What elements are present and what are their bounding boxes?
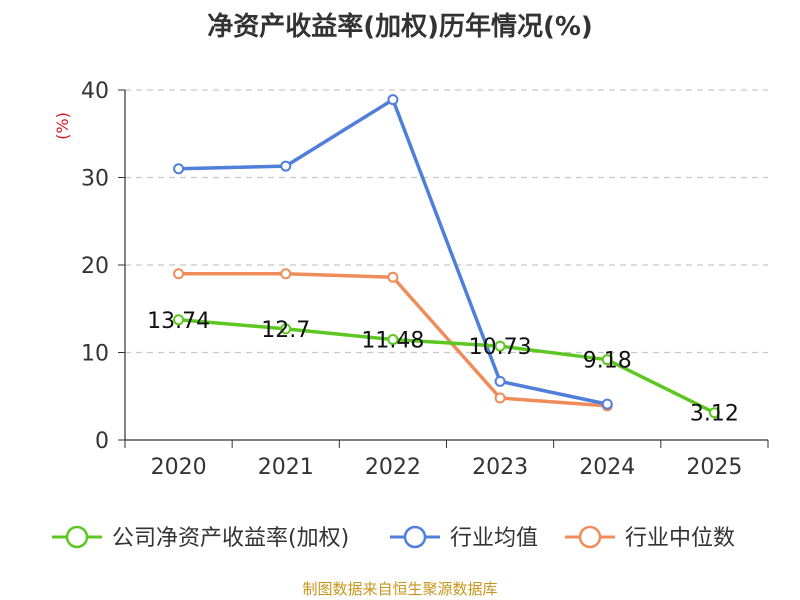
data-point[interactable]: [387, 334, 399, 346]
data-point[interactable]: [387, 271, 399, 283]
data-point[interactable]: [280, 268, 292, 280]
data-point[interactable]: [494, 375, 506, 387]
data-point[interactable]: [494, 340, 506, 352]
data-point[interactable]: [280, 323, 292, 335]
y-tick-label: 30: [81, 167, 109, 192]
data-label: 10.73: [469, 335, 532, 360]
legend-marker: [578, 525, 602, 549]
x-tick-label: 2024: [579, 455, 635, 480]
y-tick-label: 40: [81, 79, 109, 104]
series-line: [178, 318, 716, 415]
data-label: 12.7: [261, 318, 310, 343]
x-tick-label: 2020: [151, 455, 207, 480]
y-tick-label: 20: [81, 254, 109, 279]
legend-label[interactable]: 行业中位数: [625, 526, 735, 551]
data-source: 制图数据来自恒生聚源数据库: [302, 580, 498, 598]
data-point[interactable]: [601, 354, 613, 366]
data-point[interactable]: [708, 407, 720, 419]
data-point[interactable]: [173, 163, 185, 175]
series-line: [178, 97, 608, 406]
chart-title: 净资产收益率(加权)历年情况(%): [207, 12, 593, 42]
data-point[interactable]: [173, 314, 185, 326]
data-point[interactable]: [387, 94, 399, 106]
x-tick-label: 2025: [686, 455, 742, 480]
data-label: 13.74: [147, 309, 210, 334]
x-tick-label: 2023: [472, 455, 528, 480]
x-tick-label: 2022: [365, 455, 421, 480]
y-tick-label: 0: [95, 429, 109, 454]
data-point[interactable]: [173, 268, 185, 280]
legend-label[interactable]: 行业均值: [450, 526, 538, 551]
data-label: 9.18: [583, 349, 632, 374]
legend-marker: [403, 525, 427, 549]
data-point[interactable]: [601, 398, 613, 410]
legend-marker: [65, 525, 89, 549]
y-tick-label: 10: [81, 342, 109, 367]
data-label: 11.48: [361, 329, 424, 354]
data-point[interactable]: [494, 392, 506, 404]
data-label: 3.12: [690, 402, 739, 427]
x-tick-label: 2021: [258, 455, 314, 480]
data-point[interactable]: [280, 160, 292, 172]
y-axis-label: (%): [53, 112, 72, 140]
legend-label[interactable]: 公司净资产收益率(加权): [112, 526, 349, 551]
